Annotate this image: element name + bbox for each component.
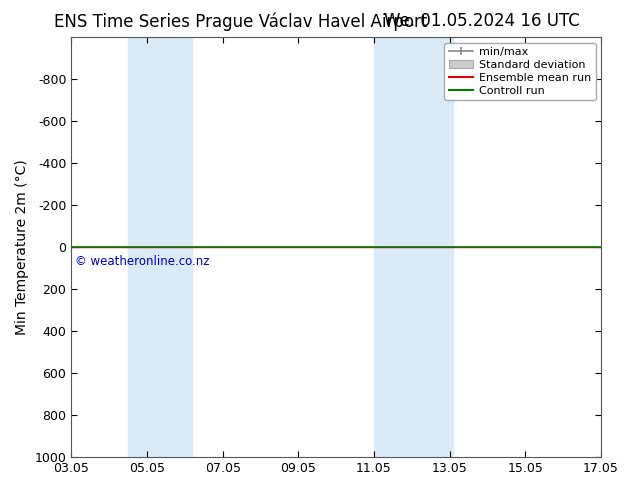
Bar bbox=[128, 37, 192, 457]
Text: ENS Time Series Prague Václav Havel Airport: ENS Time Series Prague Václav Havel Airp… bbox=[55, 12, 427, 31]
Y-axis label: Min Temperature 2m (°C): Min Temperature 2m (°C) bbox=[15, 159, 29, 335]
Text: © weatheronline.co.nz: © weatheronline.co.nz bbox=[75, 255, 210, 269]
Text: We. 01.05.2024 16 UTC: We. 01.05.2024 16 UTC bbox=[384, 12, 579, 30]
Bar bbox=[374, 37, 453, 457]
Legend: min/max, Standard deviation, Ensemble mean run, Controll run: min/max, Standard deviation, Ensemble me… bbox=[444, 43, 595, 100]
